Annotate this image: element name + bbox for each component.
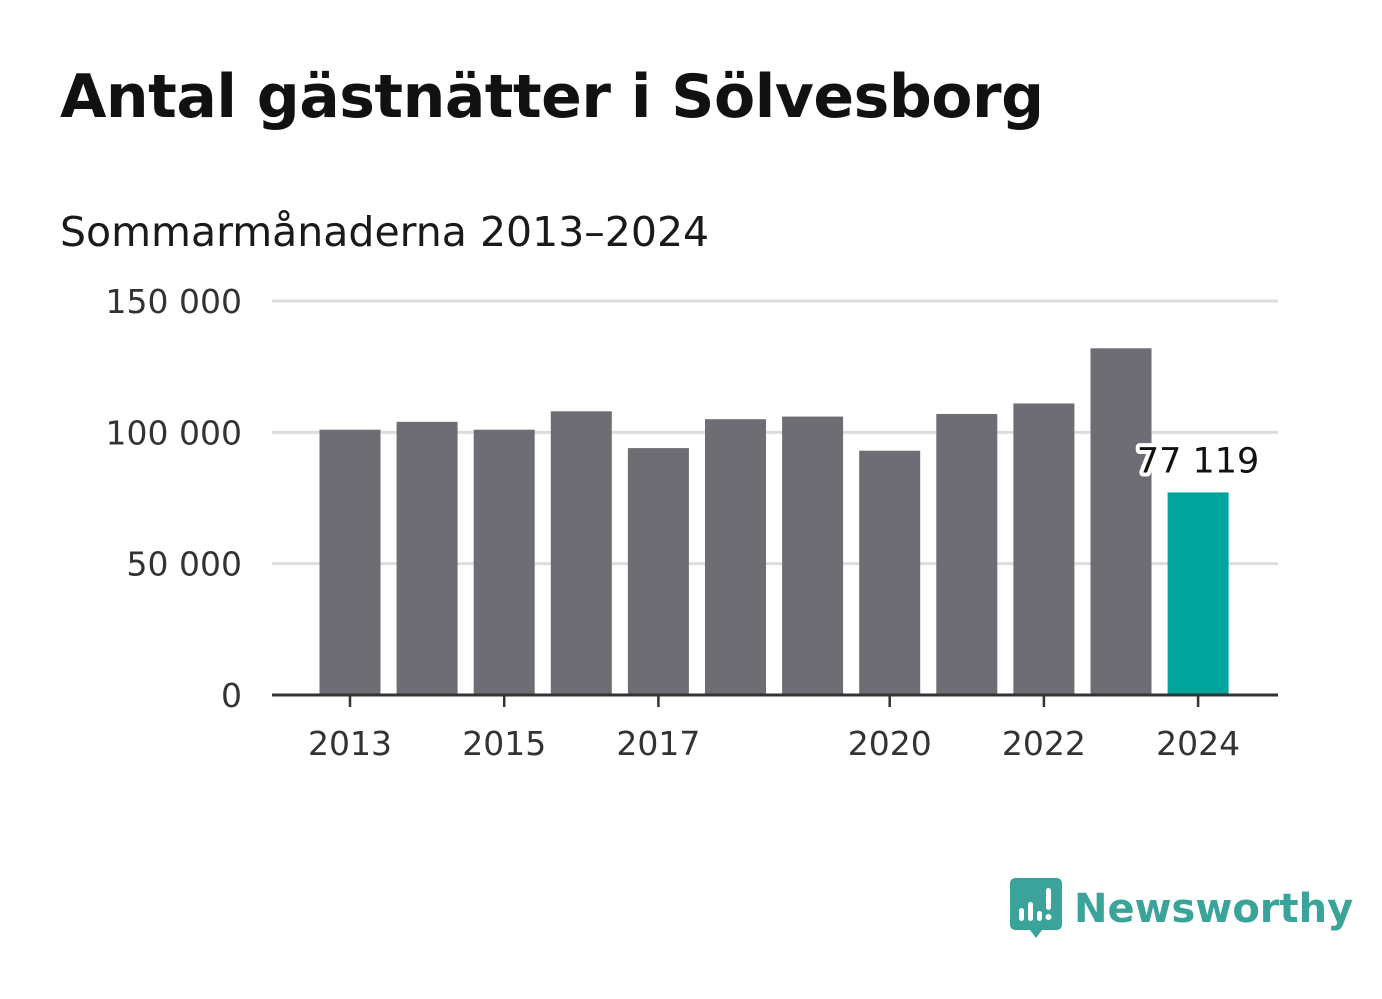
chart-title: Antal gästnätter i Sölvesborg — [60, 62, 1044, 132]
x-tick-label: 2024 — [1156, 724, 1240, 763]
chart-subtitle: Sommarmånaderna 2013–2024 — [60, 208, 710, 256]
bar — [859, 450, 921, 695]
x-tick-label: 2015 — [462, 724, 546, 763]
newsworthy-logo-icon — [1010, 878, 1062, 938]
y-tick-label: 100 000 — [106, 413, 242, 452]
y-tick-label: 150 000 — [106, 282, 242, 321]
bar — [319, 429, 381, 695]
bar — [1013, 403, 1075, 695]
bar — [705, 419, 766, 695]
data-label: 77 119 — [1137, 441, 1259, 481]
brand-name: Newsworthy — [1074, 886, 1354, 932]
bar — [396, 421, 458, 695]
x-tick-label: 2013 — [308, 724, 392, 763]
bar — [936, 413, 998, 695]
bar — [473, 429, 535, 695]
bar — [1167, 492, 1229, 695]
y-tick-label: 50 000 — [127, 545, 242, 584]
y-tick-label: 0 — [221, 676, 242, 715]
x-tick-label: 2020 — [848, 724, 932, 763]
x-tick-label: 2017 — [616, 724, 700, 763]
bar — [782, 416, 844, 695]
bar — [550, 411, 612, 695]
bar — [627, 448, 689, 695]
x-tick-label: 2022 — [1002, 724, 1086, 763]
bar — [1090, 348, 1152, 695]
brand-logo: Newsworthy — [1010, 878, 1353, 940]
